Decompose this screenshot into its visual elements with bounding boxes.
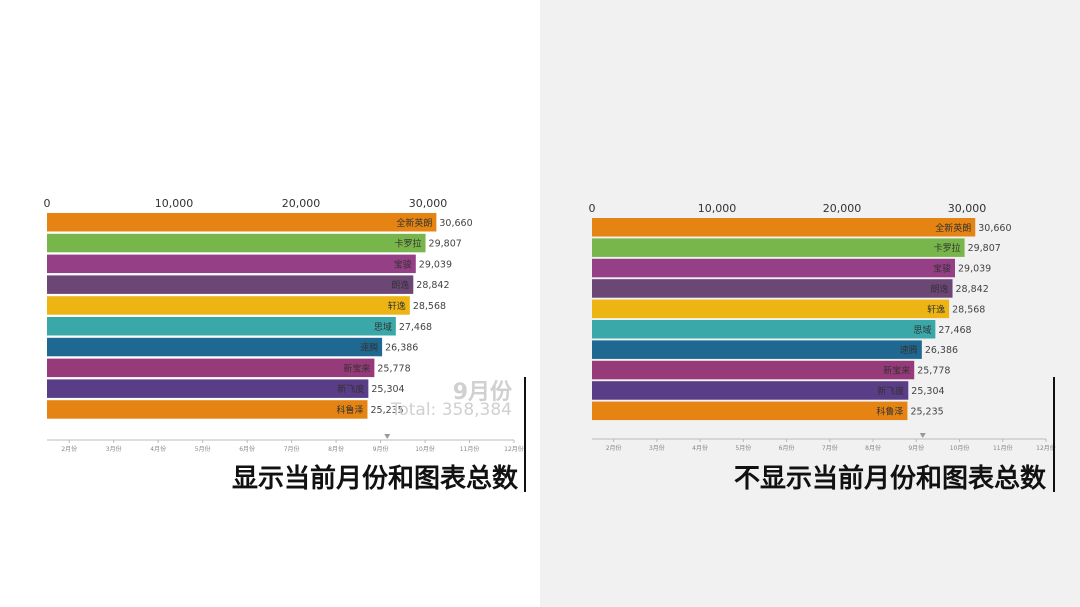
caption-divider: [1053, 377, 1055, 492]
bar-value-label: 25,778: [917, 366, 950, 377]
bar: [592, 361, 914, 380]
bar-category-label: 科鲁泽: [336, 404, 363, 416]
right-panel: 0 10,000 20,000 30,000 全新英朗 30,660 卡罗拉 29,807 宝骏…: [540, 0, 1080, 607]
bar-category-label: 朗逸: [931, 283, 949, 295]
bar-category-label: 朗逸: [391, 279, 409, 291]
bar: [47, 317, 396, 336]
bar-value-label: 27,468: [938, 325, 971, 336]
bar: [592, 320, 935, 339]
timeline-tick-label: 11月份: [993, 444, 1013, 452]
timeline-tick-label: 9月份: [373, 445, 389, 453]
bar-value-label: 28,842: [956, 284, 989, 295]
x-tick-label: 10,000: [698, 202, 737, 215]
bar-category-label: 新宝来: [883, 365, 910, 377]
bar-category-label: 卡罗拉: [395, 238, 422, 250]
bar: [592, 238, 965, 257]
bar: [47, 234, 426, 253]
bar-category-label: 全新英朗: [935, 222, 971, 234]
timeline-tick-label: 2月份: [606, 444, 622, 452]
bar: [47, 359, 374, 378]
timeline-tick-label: 6月份: [779, 444, 795, 452]
bar-category-label: 卡罗拉: [934, 242, 961, 254]
x-tick-label: 10,000: [155, 197, 194, 210]
bar-value-label: 29,807: [429, 239, 462, 250]
bar-value-label: 25,235: [910, 406, 943, 417]
timeline-tick-label: 10月份: [950, 444, 970, 452]
bar-value-label: 29,039: [958, 264, 991, 275]
bar-category-label: 速腾: [900, 344, 918, 356]
timeline-tick-label: 10月份: [415, 445, 435, 453]
timeline-tick-label: 3月份: [106, 445, 122, 453]
bar: [47, 338, 382, 357]
left-panel: 0 10,000 20,000 30,000 全新英朗 30,660 卡罗拉 29,807 宝骏…: [0, 0, 540, 607]
left-caption: 显示当前月份和图表总数: [232, 462, 518, 496]
timeline-tick-label: 8月份: [865, 444, 881, 452]
timeline-tick-label: 4月份: [692, 444, 708, 452]
bar-category-label: 新飞度: [877, 385, 904, 397]
bar: [47, 296, 410, 315]
right-caption: 不显示当前月份和图表总数: [734, 462, 1046, 496]
bar-value-label: 29,039: [419, 259, 452, 270]
bar: [592, 300, 949, 319]
bar-value-label: 27,468: [399, 322, 432, 333]
timeline-tick-label: 4月份: [150, 445, 166, 453]
bar-category-label: 科鲁泽: [876, 405, 903, 417]
bar-category-label: 全新英朗: [396, 217, 432, 229]
bar-category-label: 新宝来: [343, 362, 370, 374]
timeline-tick-label: 3月份: [649, 444, 665, 452]
bar-value-label: 26,386: [925, 345, 958, 356]
timeline-tick-label: 6月份: [239, 445, 255, 453]
bar: [47, 275, 413, 294]
bar-category-label: 轩逸: [388, 300, 406, 312]
bar-value-label: 30,660: [439, 218, 472, 229]
bar-value-label: 25,304: [371, 384, 404, 395]
bar-category-label: 轩逸: [927, 303, 945, 315]
x-tick-label: 0: [589, 202, 596, 215]
bar: [47, 255, 416, 274]
total-label: Total: 358,384: [391, 400, 512, 420]
bar-value-label: 26,386: [385, 343, 418, 354]
timeline-tick-label: 8月份: [328, 445, 344, 453]
bar-category-label: 新飞度: [337, 383, 364, 395]
bar: [592, 218, 975, 237]
bar-category-label: 速腾: [360, 342, 378, 354]
bar-category-label: 思域: [913, 324, 931, 336]
timeline-tick-label: 7月份: [822, 444, 838, 452]
x-tick-label: 20,000: [823, 202, 862, 215]
bar-value-label: 29,807: [968, 243, 1001, 254]
bar-category-label: 宝骏: [394, 258, 412, 270]
timeline-tick-label: 12月份: [504, 445, 524, 453]
timeline-marker: [920, 433, 926, 438]
bar: [592, 402, 907, 421]
timeline-tick-label: 2月份: [61, 445, 77, 453]
timeline-tick-label: 5月份: [195, 445, 211, 453]
bar-value-label: 28,842: [416, 280, 449, 291]
timeline-marker: [384, 434, 390, 439]
x-tick-label: 0: [44, 197, 51, 210]
timeline-tick-label: 7月份: [284, 445, 300, 453]
timeline-tick-label: 11月份: [460, 445, 480, 453]
x-tick-label: 30,000: [409, 197, 448, 210]
bar-value-label: 30,660: [978, 223, 1011, 234]
bar: [47, 213, 436, 232]
bar: [47, 400, 367, 419]
bar: [592, 279, 953, 298]
bar: [592, 259, 955, 278]
left-chart: 0 10,000 20,000 30,000 全新英朗 30,660 卡罗拉 29,807 宝骏…: [0, 0, 540, 607]
x-tick-label: 20,000: [282, 197, 321, 210]
timeline-tick-label: 5月份: [735, 444, 751, 452]
x-tick-label: 30,000: [948, 202, 987, 215]
caption-divider: [524, 377, 526, 492]
bar-value-label: 25,778: [377, 363, 410, 374]
bar: [47, 379, 368, 398]
bar-category-label: 思域: [374, 321, 392, 333]
bar-value-label: 28,568: [952, 304, 985, 315]
right-chart: 0 10,000 20,000 30,000 全新英朗 30,660 卡罗拉 29,807 宝骏…: [540, 0, 1080, 607]
timeline-tick-label: 9月份: [908, 444, 924, 452]
bar-value-label: 25,304: [911, 386, 944, 397]
bar-value-label: 28,568: [413, 301, 446, 312]
bar: [592, 381, 908, 400]
bar-category-label: 宝骏: [933, 263, 951, 275]
bar: [592, 340, 922, 359]
